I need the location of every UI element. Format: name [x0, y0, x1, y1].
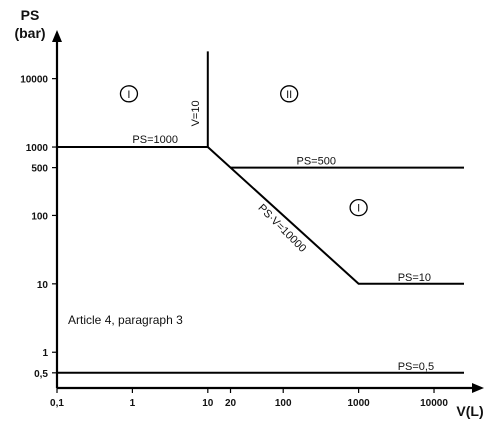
y-tick-label-2: 1 [42, 348, 48, 359]
chart-axes: 0,1 1 10 20 100 1000 10000 0,5 1 10 100 500 1000 1000… [20, 30, 484, 409]
x-tick-label-4: 20 [225, 398, 237, 409]
y-tick-label-4: 100 [31, 211, 48, 222]
region-circle-3 [349, 198, 368, 217]
y-axis-arrow-icon [52, 30, 62, 42]
x-axis-arrow-icon [472, 383, 484, 393]
x-tick-label-5: 100 [275, 398, 292, 409]
boundary-label-6: PS=0,5 [398, 361, 434, 373]
chart-annotations: PS=1000 V=10 PS=500 PS·V=10000 PS=10 PS=0,5 [132, 100, 434, 373]
boundary-label-2: V=10 [190, 100, 202, 126]
y-tick-label-3: 10 [37, 280, 49, 291]
x-tick-label-6: 1000 [347, 398, 370, 409]
boundary-line-1 [57, 146, 464, 285]
x-tick-label-2: 1 [130, 398, 136, 409]
region-label-1: I [127, 89, 130, 101]
x-tick-label-7: 10000 [420, 398, 448, 409]
chart-curves [57, 51, 464, 374]
region-circle-2 [280, 85, 299, 103]
boundary-label-4: PS·V=10000 [255, 202, 308, 255]
y-tick-label-7: 10000 [20, 75, 48, 86]
article-note: Article 4, paragraph 3 [68, 313, 183, 327]
y-tick-label-5: 500 [31, 164, 48, 175]
x-tick-label-3: 10 [202, 398, 214, 409]
x-tick-label-1: 0,1 [50, 398, 64, 409]
boundary-label-5: PS=10 [398, 272, 431, 284]
y-tick-label-1: 0,5 [34, 369, 48, 380]
chart-regions: I III [119, 85, 368, 217]
region-label-3: I [357, 203, 360, 215]
region-circle-1 [119, 85, 139, 103]
y-tick-label-6: 1000 [26, 143, 49, 154]
boundary-label-3: PS=500 [296, 155, 335, 167]
x-axis-title: V(L) [456, 403, 483, 419]
y-axis-unit: (bar) [14, 25, 45, 41]
region-label-2: II [286, 89, 292, 101]
y-axis-title: PS [21, 7, 40, 23]
boundary-label-1: PS=1000 [132, 134, 178, 146]
